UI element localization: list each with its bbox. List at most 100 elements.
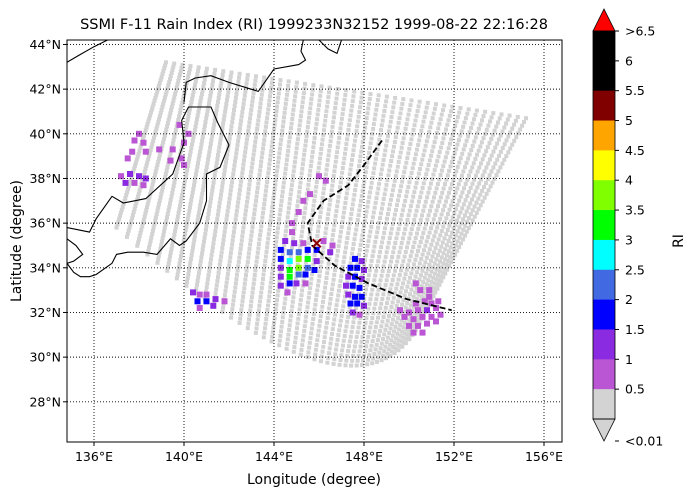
swath-pixel	[405, 284, 410, 289]
swath-pixel	[273, 248, 278, 253]
swath-pixel	[391, 295, 396, 300]
swath-pixel	[266, 171, 271, 176]
swath-pixel	[243, 277, 248, 282]
swath-pixel	[363, 349, 368, 353]
swath-pixel	[253, 330, 258, 335]
swath-pixel	[336, 244, 341, 249]
rain-pixel	[358, 276, 365, 282]
swath-pixel	[432, 234, 437, 239]
swath-pixel	[350, 99, 355, 104]
swath-pixel	[209, 192, 214, 197]
swath-pixel	[408, 175, 413, 180]
rain-pixel	[417, 287, 424, 294]
swath-pixel	[172, 134, 177, 139]
rain-pixel	[347, 300, 354, 307]
swath-pixel	[372, 352, 377, 356]
rain-pixel	[313, 258, 320, 265]
swath-pixel	[437, 121, 442, 126]
swath-pixel	[129, 175, 134, 180]
swath-pixel	[335, 337, 340, 342]
swath-pixel	[245, 77, 250, 82]
swath-pixel	[345, 137, 350, 142]
swath-pixel	[177, 207, 182, 212]
swath-pixel	[458, 210, 463, 215]
swath-pixel	[426, 163, 431, 167]
swath-pixel	[457, 160, 462, 165]
swath-pixel	[222, 168, 227, 173]
swath-pixel	[259, 155, 264, 160]
swath-pixel	[235, 87, 240, 92]
swath-pixel	[156, 83, 161, 88]
swath-pixel	[411, 245, 416, 249]
swath-pixel	[502, 157, 507, 162]
swath-pixel	[484, 165, 489, 170]
swath-pixel	[150, 104, 155, 109]
swath-pixel	[417, 261, 422, 266]
swath-pixel	[436, 154, 441, 159]
swath-pixel	[421, 208, 426, 213]
swath-pixel	[342, 97, 347, 102]
swath-pixel	[196, 214, 201, 219]
swath-pixel	[468, 185, 473, 190]
swath-pixel	[420, 213, 424, 218]
swath-pixel	[384, 356, 389, 361]
swath-pixel	[356, 213, 361, 218]
swath-pixel	[241, 101, 246, 106]
swath-pixel	[435, 131, 439, 135]
swath-pixel	[160, 188, 165, 193]
swath-pixel	[374, 297, 379, 302]
swath-pixel	[480, 188, 485, 193]
swath-pixel	[327, 346, 332, 351]
swath-pixel	[285, 342, 290, 346]
swath-pixel	[248, 304, 253, 308]
swath-pixel	[366, 199, 371, 204]
swath-pixel	[318, 156, 322, 161]
swath-pixel	[258, 294, 263, 299]
swath-pixel	[216, 270, 221, 275]
rain-pixel	[410, 329, 417, 336]
swath-pixel	[218, 141, 222, 146]
swath-pixel	[311, 312, 316, 317]
swath-pixel	[248, 242, 253, 247]
swath-pixel	[117, 216, 122, 221]
swath-pixel	[378, 278, 383, 283]
rain-pixel	[433, 318, 439, 325]
swath-pixel	[312, 357, 317, 362]
swath-pixel	[198, 149, 203, 154]
coastline	[67, 238, 84, 264]
swath-pixel	[395, 259, 400, 264]
swath-pixel	[271, 325, 276, 330]
rain-pixel	[142, 148, 149, 155]
swath-pixel	[249, 233, 254, 238]
swath-pixel	[325, 99, 330, 104]
swath-pixel	[477, 165, 482, 170]
swath-pixel	[222, 229, 227, 234]
swath-pixel	[185, 279, 189, 284]
swath-pixel	[237, 71, 242, 76]
swath-pixel	[307, 111, 312, 115]
swath-pixel	[459, 231, 464, 236]
swath-pixel	[158, 78, 163, 82]
swath-pixel	[163, 130, 168, 135]
swath-pixel	[333, 213, 338, 218]
swath-pixel	[424, 271, 429, 276]
swath-pixel	[300, 166, 305, 171]
swath-pixel	[214, 220, 219, 225]
swath-pixel	[145, 201, 150, 206]
colorbar-tick-label: <0.01	[625, 434, 663, 449]
swath-pixel	[359, 95, 364, 100]
swath-pixel	[465, 220, 470, 224]
swath-pixel	[230, 242, 235, 247]
swath-pixel	[161, 69, 166, 74]
swath-pixel	[177, 111, 182, 116]
swath-pixel	[401, 174, 406, 179]
swath-pixel	[409, 271, 414, 276]
swath-pixel	[380, 162, 385, 167]
swath-pixel	[245, 260, 250, 264]
swath-pixel	[194, 168, 199, 173]
swath-pixel	[294, 331, 299, 335]
swath-pixel	[432, 250, 437, 255]
swath-pixel	[258, 105, 263, 110]
swath-pixel	[384, 340, 389, 345]
swath-pixel	[390, 188, 395, 193]
